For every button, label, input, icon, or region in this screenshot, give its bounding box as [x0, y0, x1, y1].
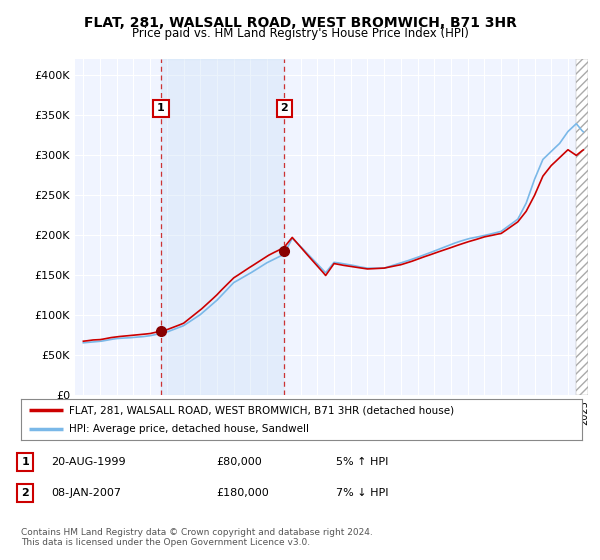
Text: £80,000: £80,000 [216, 457, 262, 467]
Text: 2: 2 [22, 488, 29, 498]
Text: 08-JAN-2007: 08-JAN-2007 [51, 488, 121, 498]
Text: 5% ↑ HPI: 5% ↑ HPI [336, 457, 388, 467]
Text: 2: 2 [281, 104, 288, 114]
Text: 7% ↓ HPI: 7% ↓ HPI [336, 488, 389, 498]
Text: FLAT, 281, WALSALL ROAD, WEST BROMWICH, B71 3HR (detached house): FLAT, 281, WALSALL ROAD, WEST BROMWICH, … [68, 405, 454, 415]
Text: 1: 1 [157, 104, 165, 114]
Bar [161, 59, 284, 395]
Text: 1: 1 [22, 457, 29, 467]
Text: HPI: Average price, detached house, Sandwell: HPI: Average price, detached house, Sand… [68, 424, 308, 433]
Text: 20-AUG-1999: 20-AUG-1999 [51, 457, 125, 467]
Text: £180,000: £180,000 [216, 488, 269, 498]
Text: Contains HM Land Registry data © Crown copyright and database right 2024.
This d: Contains HM Land Registry data © Crown c… [21, 528, 373, 547]
Text: FLAT, 281, WALSALL ROAD, WEST BROMWICH, B71 3HR: FLAT, 281, WALSALL ROAD, WEST BROMWICH, … [83, 16, 517, 30]
Text: Price paid vs. HM Land Registry's House Price Index (HPI): Price paid vs. HM Land Registry's House … [131, 27, 469, 40]
